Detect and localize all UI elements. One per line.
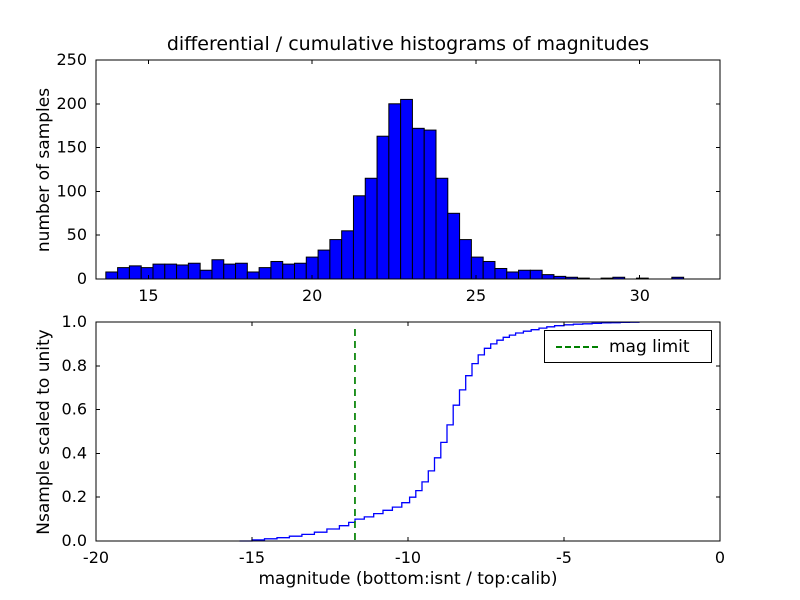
histogram-bar (518, 269, 531, 280)
histogram-bar (400, 98, 413, 280)
histogram-bar (494, 267, 508, 280)
histogram-bar (246, 271, 260, 280)
bottom-ylabel: Nsample scaled to unity (34, 329, 54, 535)
x-tick-label: -10 (395, 548, 421, 567)
histogram-bar (470, 256, 484, 280)
histogram-bar (105, 271, 119, 280)
x-tick-label: 30 (630, 286, 650, 305)
histogram-bar (506, 271, 520, 280)
histogram-bar (364, 177, 378, 280)
figure-title: differential / cumulative histograms of … (166, 33, 650, 55)
histogram-bar (388, 103, 402, 280)
x-tick-label: 25 (466, 286, 486, 305)
histogram-bar (235, 262, 248, 280)
x-tick-label: 15 (138, 286, 158, 305)
y-tick-label: 0.4 (62, 443, 87, 462)
histogram-bar (376, 135, 390, 280)
histogram-bar (282, 263, 295, 280)
histogram-bar (294, 262, 307, 280)
y-tick-label: 0 (77, 269, 87, 288)
histogram-bar (447, 212, 461, 280)
histogram-bar (341, 230, 354, 280)
histogram-bar (317, 249, 331, 280)
histogram-bar (187, 262, 201, 280)
x-tick-label: 20 (302, 286, 322, 305)
histogram-bar (199, 269, 213, 280)
histogram-bar (258, 267, 272, 280)
x-tick-label: -5 (556, 548, 572, 567)
histogram-bar (164, 263, 178, 280)
x-tick-label: -20 (83, 548, 109, 567)
histogram-bar (223, 263, 237, 280)
histogram-bar (329, 239, 343, 280)
histogram-bar (211, 259, 225, 280)
histogram-bar (270, 260, 284, 280)
histogram-bar (423, 129, 437, 280)
histogram-bar (435, 177, 449, 280)
histogram-bar (411, 127, 425, 280)
y-tick-label: 200 (56, 94, 87, 113)
histogram-bar (128, 265, 142, 280)
histogram-bar (482, 260, 496, 280)
axes-frame (95, 59, 721, 280)
y-tick-label: 50 (67, 225, 87, 244)
y-tick-label: 1.0 (62, 312, 87, 331)
y-tick-label: 150 (56, 138, 87, 157)
histogram-bar (176, 264, 189, 280)
y-tick-label: 0.6 (62, 400, 87, 419)
y-tick-label: 0.0 (62, 531, 87, 550)
histogram-bar (352, 195, 366, 280)
top-ylabel: number of samples (34, 87, 54, 253)
histogram-bar (529, 269, 543, 280)
histogram-bar (459, 239, 472, 280)
histogram-bar (541, 274, 555, 280)
legend-label: mag limit (609, 336, 690, 357)
y-tick-label: 100 (56, 181, 87, 200)
cumulative-step-line (239, 321, 640, 542)
x-tick-label: 0 (715, 548, 725, 567)
histogram-bar (140, 267, 154, 280)
legend: mag limit (544, 330, 712, 363)
y-tick-label: 0.8 (62, 356, 87, 375)
histogram-bar (152, 263, 166, 280)
x-tick-label: -15 (239, 548, 265, 567)
bottom-xlabel: magnitude (bottom:isnt / top:calib) (258, 569, 558, 589)
y-tick-label: 250 (56, 50, 87, 69)
histogram-bar (117, 267, 130, 280)
y-tick-label: 0.2 (62, 487, 87, 506)
dashed-line-icon (556, 345, 598, 348)
